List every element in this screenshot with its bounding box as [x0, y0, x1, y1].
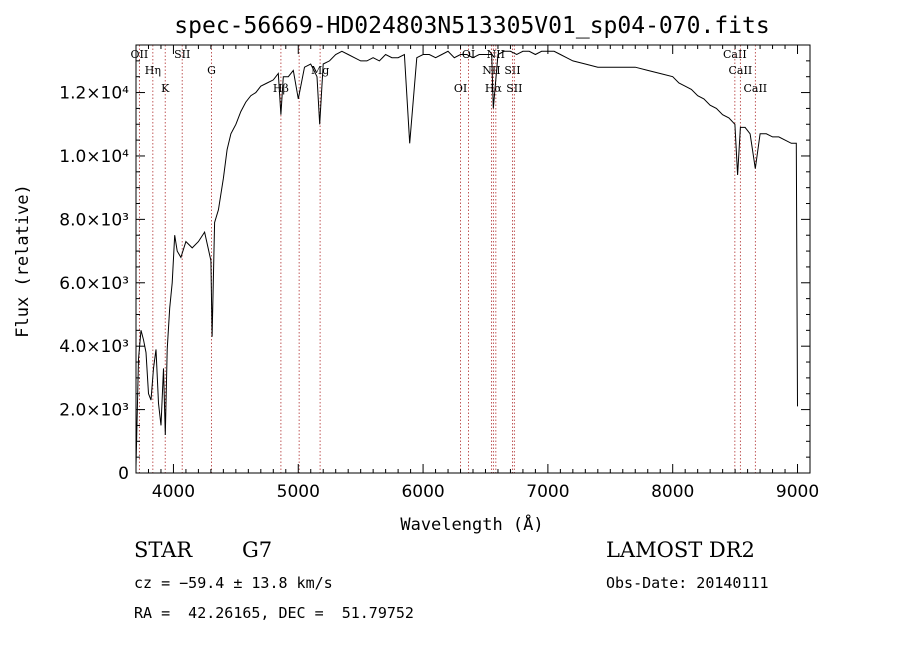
x-axis-label: Wavelength (Å) [400, 513, 543, 535]
spectral-line-label: CaII [723, 48, 747, 61]
y-tick-label: 1.2×10⁴ [59, 84, 129, 104]
x-axis: 4000 5000 6000 7000 8000 9000 [147, 45, 819, 502]
spectral-line-label: OII [131, 48, 149, 61]
spectral-line-label: NII [487, 48, 505, 61]
chart-title: spec-56669-HD024803N513305V01_sp04-070.f… [174, 13, 769, 39]
spectral-line-markers: OIIHηKSIIGHβMgOIOINIIHαNIISIISIICaIICaII… [131, 45, 767, 473]
x-tick-label: 7000 [526, 482, 569, 502]
object-class: STAR [134, 538, 193, 562]
y-tick-label: 1.0×10⁴ [59, 147, 129, 167]
x-tick-label: 5000 [277, 482, 320, 502]
spectral-line-label: SII [506, 82, 522, 95]
y-tick-label: 4.0×10³ [59, 337, 129, 357]
spectral-line-label: Hβ [273, 82, 289, 95]
x-tick-label: 4000 [152, 482, 195, 502]
y-tick-label: 2.0×10³ [59, 401, 129, 421]
y-tick-label: 6.0×10³ [59, 274, 129, 294]
redshift-cz: cz = −59.4 ± 13.8 km/s [134, 574, 333, 592]
survey-name: LAMOST DR2 [606, 538, 755, 562]
x-tick-label: 9000 [776, 482, 819, 502]
spectral-line-label: CaII [729, 64, 753, 77]
spectral-line-label: NII [482, 64, 500, 77]
y-tick-label: 8.0×10³ [59, 210, 129, 230]
spectrum-series-line [135, 50, 798, 467]
spectral-line-label: OI [454, 82, 467, 95]
spectral-line-label: Hη [145, 64, 161, 77]
spectral-line-label: SII [174, 48, 190, 61]
spectral-line-label: G [207, 64, 216, 77]
y-tick-label: 0 [118, 464, 129, 484]
spectral-line-label: OI [462, 48, 475, 61]
spectral-line-label: SII [504, 64, 520, 77]
coordinates: RA = 42.26165, DEC = 51.79752 [134, 604, 414, 622]
spectral-line-label: Hα [485, 82, 503, 95]
y-axis: 0 2.0×10³ 4.0×10³ 6.0×10³ 8.0×10³ 1.0×10⁴ 1.2×… [59, 60, 810, 484]
y-axis-label: Flux (relative) [13, 184, 33, 338]
spectral-line-label: CaII [743, 82, 767, 95]
x-tick-label: 8000 [651, 482, 694, 502]
x-tick-label: 6000 [401, 482, 444, 502]
observation-date: Obs-Date: 20140111 [606, 574, 769, 592]
spectral-subclass: G7 [242, 538, 273, 562]
spectral-line-label: K [161, 82, 170, 95]
plot-frame [135, 44, 811, 474]
